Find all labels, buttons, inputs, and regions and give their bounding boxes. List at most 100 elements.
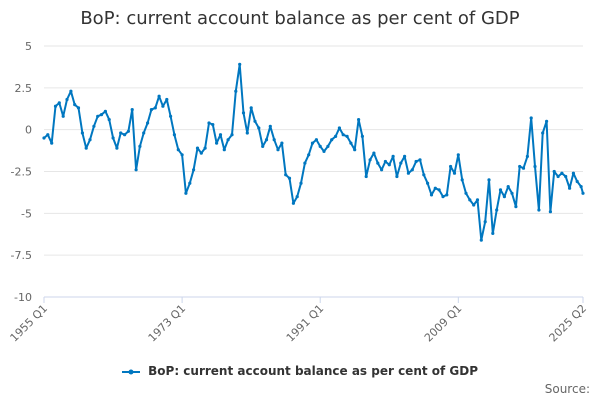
data-point[interactable] (376, 161, 380, 165)
data-point[interactable] (418, 158, 422, 162)
data-point[interactable] (437, 188, 441, 192)
data-point[interactable] (568, 186, 572, 190)
data-point[interactable] (310, 141, 315, 145)
data-point[interactable] (364, 174, 368, 179)
data-point[interactable] (560, 171, 564, 175)
data-point[interactable] (111, 136, 115, 140)
data-point[interactable] (234, 89, 238, 93)
data-point[interactable] (192, 168, 196, 172)
data-point[interactable] (422, 173, 426, 177)
data-point[interactable] (464, 191, 468, 195)
data-point[interactable] (218, 133, 223, 137)
data-point[interactable] (295, 195, 299, 199)
data-point[interactable] (42, 136, 46, 140)
data-point[interactable] (521, 166, 526, 170)
data-point[interactable] (330, 138, 334, 142)
data-point[interactable] (349, 141, 353, 145)
data-point[interactable] (307, 153, 311, 157)
data-point[interactable] (445, 193, 449, 197)
data-point[interactable] (284, 173, 288, 177)
data-point[interactable] (65, 97, 69, 102)
data-point[interactable] (525, 154, 530, 158)
data-point[interactable] (452, 171, 457, 175)
data-point[interactable] (149, 108, 153, 112)
data-point[interactable] (479, 238, 483, 242)
data-point[interactable] (88, 138, 92, 142)
data-point[interactable] (80, 131, 84, 135)
data-point[interactable] (441, 195, 445, 199)
data-point[interactable] (460, 178, 464, 182)
data-point[interactable] (92, 124, 96, 128)
data-point[interactable] (280, 141, 284, 145)
data-point[interactable] (433, 186, 437, 190)
data-point[interactable] (253, 119, 257, 123)
data-point[interactable] (556, 174, 560, 179)
data-point[interactable] (475, 198, 480, 202)
data-point[interactable] (360, 134, 364, 138)
data-point[interactable] (368, 158, 372, 162)
data-point[interactable] (334, 134, 338, 138)
data-point[interactable] (146, 121, 150, 125)
data-point[interactable] (230, 133, 234, 137)
data-point[interactable] (495, 208, 499, 212)
data-point[interactable] (207, 121, 211, 125)
data-point[interactable] (410, 168, 414, 172)
data-point[interactable] (115, 146, 119, 150)
data-point[interactable] (518, 164, 522, 169)
data-point[interactable] (548, 210, 553, 214)
data-point[interactable] (575, 179, 579, 184)
data-point[interactable] (537, 208, 541, 212)
data-point[interactable] (326, 144, 330, 148)
data-point[interactable] (215, 141, 219, 145)
data-point[interactable] (318, 144, 322, 148)
data-point[interactable] (498, 188, 503, 192)
data-point[interactable] (76, 106, 81, 110)
data-point[interactable] (303, 161, 307, 165)
data-point[interactable] (153, 106, 157, 110)
data-point[interactable] (57, 101, 61, 105)
data-point[interactable] (541, 131, 545, 135)
data-point[interactable] (161, 104, 165, 108)
data-point[interactable] (372, 151, 376, 155)
data-point[interactable] (291, 201, 295, 205)
data-point[interactable] (483, 220, 487, 224)
data-point[interactable] (257, 126, 261, 130)
data-point[interactable] (46, 133, 50, 137)
data-point[interactable] (99, 113, 104, 117)
data-point[interactable] (545, 119, 549, 123)
data-point[interactable] (61, 114, 65, 118)
data-point[interactable] (53, 104, 58, 108)
data-point[interactable] (472, 203, 476, 207)
data-point[interactable] (414, 159, 418, 164)
data-point[interactable] (345, 134, 349, 138)
data-point[interactable] (456, 153, 460, 157)
data-point[interactable] (337, 126, 341, 130)
data-point[interactable] (226, 138, 230, 142)
data-point[interactable] (211, 123, 215, 127)
data-point[interactable] (322, 149, 326, 153)
data-point[interactable] (403, 154, 407, 158)
data-point[interactable] (184, 191, 188, 195)
data-point[interactable] (176, 148, 180, 152)
data-point[interactable] (69, 89, 73, 93)
data-point[interactable] (506, 185, 510, 189)
data-point[interactable] (383, 159, 387, 164)
series-line[interactable] (43, 63, 584, 242)
data-point[interactable] (50, 141, 54, 145)
data-point[interactable] (514, 205, 518, 209)
data-point[interactable] (387, 163, 391, 167)
data-point[interactable] (203, 146, 207, 150)
data-point[interactable] (84, 146, 88, 150)
data-point[interactable] (579, 185, 583, 189)
data-point[interactable] (395, 174, 399, 179)
data-point[interactable] (157, 94, 161, 98)
data-point[interactable] (199, 151, 203, 155)
data-point[interactable] (272, 138, 276, 142)
data-point[interactable] (276, 148, 280, 152)
data-point[interactable] (103, 109, 107, 113)
data-point[interactable] (429, 193, 434, 197)
data-point[interactable] (107, 118, 111, 122)
data-point[interactable] (399, 161, 403, 165)
data-point[interactable] (468, 198, 472, 202)
data-point[interactable] (123, 133, 127, 137)
